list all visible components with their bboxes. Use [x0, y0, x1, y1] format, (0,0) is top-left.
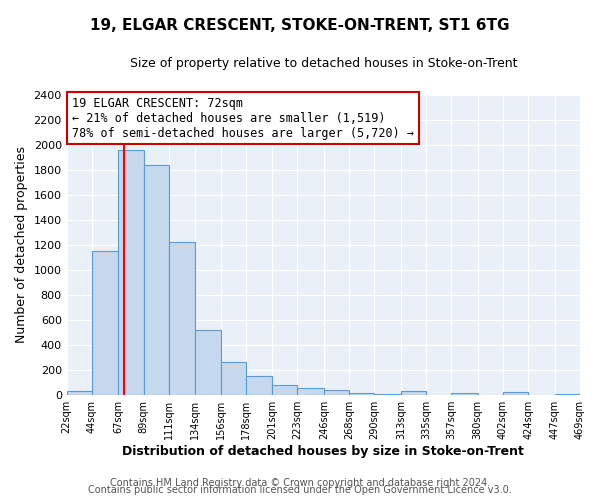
Bar [92, 251, 118, 394]
Bar [298, 388, 324, 394]
Bar [349, 393, 374, 394]
Bar [324, 390, 349, 394]
Bar [143, 165, 169, 394]
Text: Contains public sector information licensed under the Open Government Licence v3: Contains public sector information licen… [88, 485, 512, 495]
Text: Contains HM Land Registry data © Crown copyright and database right 2024.: Contains HM Land Registry data © Crown c… [110, 478, 490, 488]
X-axis label: Distribution of detached houses by size in Stoke-on-Trent: Distribution of detached houses by size … [122, 444, 524, 458]
Bar [246, 376, 272, 394]
Title: Size of property relative to detached houses in Stoke-on-Trent: Size of property relative to detached ho… [130, 58, 517, 70]
Bar [195, 330, 221, 394]
Bar [503, 392, 529, 394]
Bar [451, 393, 478, 394]
Bar [221, 362, 246, 394]
Text: 19 ELGAR CRESCENT: 72sqm
← 21% of detached houses are smaller (1,519)
78% of sem: 19 ELGAR CRESCENT: 72sqm ← 21% of detach… [72, 97, 414, 140]
Bar [272, 384, 298, 394]
Text: 19, ELGAR CRESCENT, STOKE-ON-TRENT, ST1 6TG: 19, ELGAR CRESCENT, STOKE-ON-TRENT, ST1 … [90, 18, 510, 32]
Bar [67, 391, 92, 394]
Bar [169, 242, 195, 394]
Y-axis label: Number of detached properties: Number of detached properties [15, 146, 28, 344]
Bar [118, 150, 143, 394]
Bar [401, 391, 426, 394]
